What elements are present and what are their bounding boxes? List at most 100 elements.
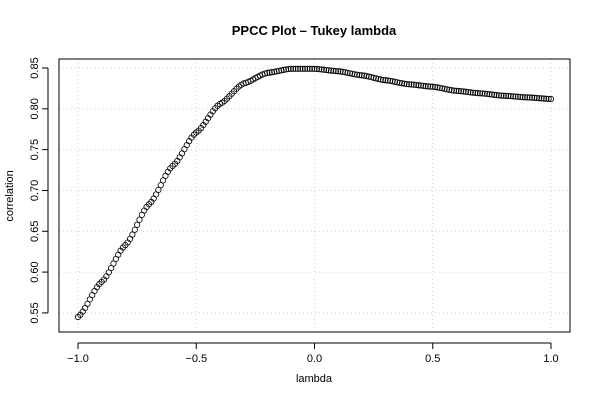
data-point bbox=[526, 94, 533, 101]
data-point bbox=[313, 65, 320, 73]
data-point bbox=[460, 88, 467, 95]
data-point bbox=[415, 82, 422, 89]
y-tick-label: 0.85 bbox=[29, 57, 41, 78]
x-tick-label: −0.5 bbox=[185, 353, 207, 365]
data-point bbox=[365, 73, 372, 80]
data-point bbox=[420, 82, 427, 89]
data-point bbox=[408, 81, 415, 88]
data-point bbox=[309, 65, 316, 72]
data-point bbox=[134, 221, 141, 228]
data-points bbox=[74, 65, 555, 321]
data-point bbox=[346, 70, 354, 77]
data-point bbox=[280, 66, 287, 73]
data-point bbox=[465, 88, 472, 96]
data-point bbox=[285, 65, 292, 73]
data-point bbox=[299, 65, 306, 72]
data-point bbox=[540, 95, 548, 102]
data-point bbox=[283, 66, 290, 73]
data-point bbox=[155, 186, 162, 194]
data-point bbox=[403, 80, 410, 88]
data-point bbox=[531, 94, 538, 101]
data-point bbox=[384, 77, 391, 84]
data-point bbox=[320, 66, 328, 73]
data-point bbox=[327, 67, 335, 74]
data-point bbox=[264, 69, 271, 77]
data-point bbox=[370, 74, 377, 81]
data-point bbox=[486, 91, 493, 98]
y-tick-label: 0.55 bbox=[29, 302, 41, 323]
data-point bbox=[505, 92, 512, 100]
data-point bbox=[332, 68, 339, 75]
data-point bbox=[474, 90, 481, 97]
data-point bbox=[356, 71, 363, 79]
data-point bbox=[533, 94, 540, 102]
data-point bbox=[268, 69, 276, 76]
plot-frame bbox=[58, 58, 571, 333]
data-point bbox=[495, 92, 503, 99]
y-tick-label: 0.80 bbox=[29, 98, 41, 119]
data-point bbox=[507, 93, 514, 100]
data-point bbox=[297, 65, 304, 72]
data-point bbox=[323, 66, 330, 74]
data-point bbox=[488, 91, 495, 98]
data-point bbox=[394, 79, 401, 86]
data-point bbox=[290, 65, 297, 72]
data-point bbox=[361, 72, 368, 79]
data-point bbox=[349, 70, 356, 77]
data-point bbox=[467, 89, 474, 96]
data-point bbox=[441, 85, 448, 92]
data-point bbox=[316, 66, 323, 73]
y-axis-label: correlation bbox=[4, 170, 16, 221]
data-point bbox=[353, 71, 361, 78]
data-point bbox=[401, 80, 408, 87]
data-point bbox=[436, 84, 443, 91]
data-point bbox=[422, 83, 429, 90]
data-point bbox=[476, 90, 484, 97]
data-point bbox=[339, 68, 346, 75]
data-point bbox=[450, 87, 458, 94]
data-point bbox=[424, 83, 432, 90]
data-point bbox=[131, 226, 138, 233]
data-point bbox=[342, 69, 349, 76]
data-point bbox=[183, 141, 190, 149]
data-point bbox=[311, 65, 318, 72]
data-point bbox=[434, 84, 441, 91]
data-point bbox=[510, 93, 517, 100]
data-point bbox=[502, 92, 510, 99]
data-point bbox=[387, 77, 394, 84]
data-point bbox=[458, 88, 465, 95]
data-point bbox=[363, 72, 370, 80]
data-point bbox=[372, 75, 380, 82]
data-point bbox=[453, 87, 460, 94]
data-point bbox=[136, 216, 143, 223]
data-point bbox=[337, 68, 344, 75]
data-point bbox=[417, 82, 425, 89]
data-point bbox=[162, 172, 169, 179]
data-point bbox=[524, 94, 531, 101]
data-point bbox=[429, 83, 436, 90]
data-point bbox=[439, 85, 446, 92]
x-tick-label: 0.5 bbox=[425, 353, 440, 365]
data-point bbox=[157, 182, 164, 189]
data-point bbox=[410, 81, 417, 88]
data-point bbox=[493, 92, 500, 99]
data-point bbox=[275, 67, 283, 74]
data-point bbox=[375, 75, 382, 83]
data-point bbox=[543, 95, 550, 102]
y-tick-label: 0.75 bbox=[29, 139, 41, 160]
data-point bbox=[479, 90, 486, 97]
data-point bbox=[261, 70, 268, 77]
data-point bbox=[472, 89, 479, 97]
data-point bbox=[443, 86, 451, 93]
data-point bbox=[512, 93, 519, 100]
data-point bbox=[519, 94, 526, 101]
data-point bbox=[462, 88, 469, 95]
data-point bbox=[382, 77, 389, 84]
data-point bbox=[500, 92, 507, 99]
data-point bbox=[306, 65, 313, 72]
y-tick-label: 0.65 bbox=[29, 221, 41, 242]
data-point bbox=[432, 83, 439, 91]
data-point bbox=[129, 231, 136, 238]
x-tick-label: 1.0 bbox=[543, 353, 558, 365]
data-point bbox=[330, 67, 337, 74]
